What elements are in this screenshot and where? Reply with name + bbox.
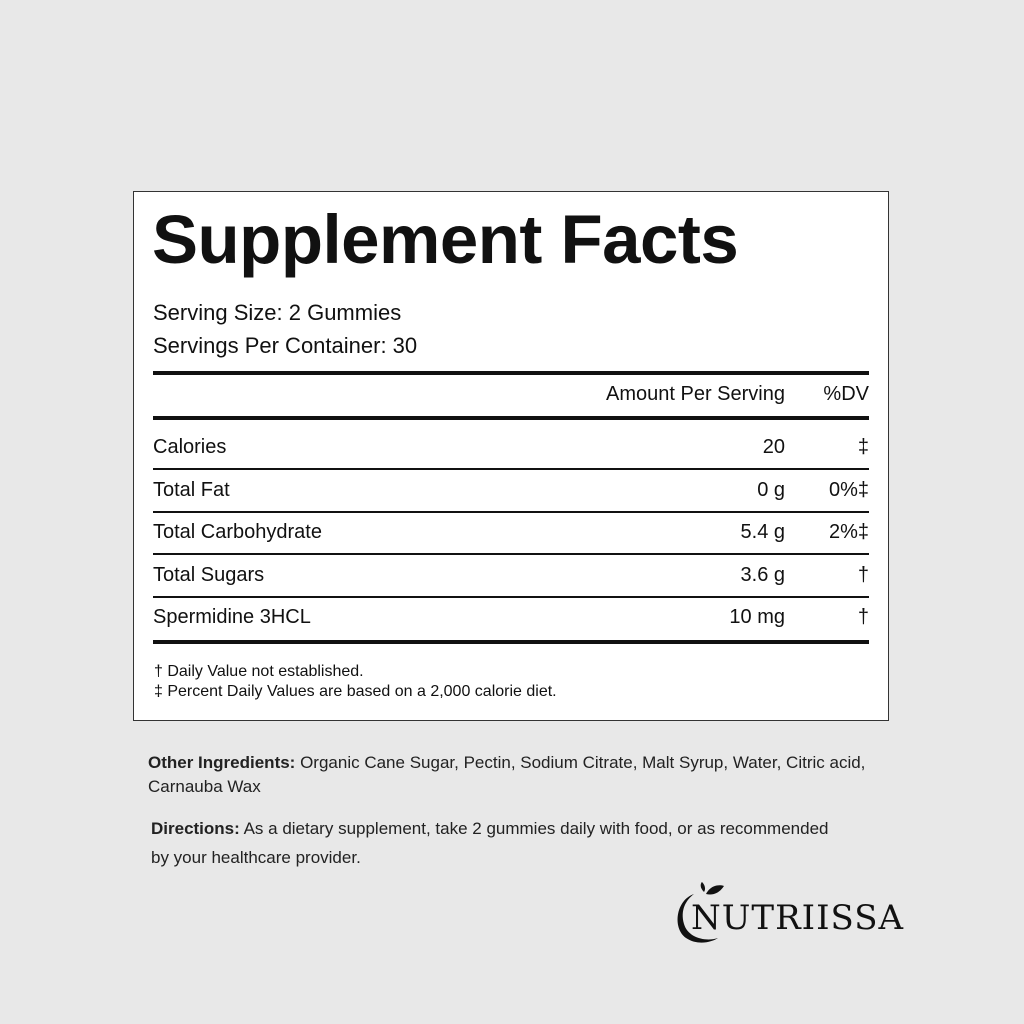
- panel-title: Supplement Facts: [152, 201, 739, 278]
- directions-label: Directions:: [151, 819, 240, 838]
- divider: [153, 596, 869, 598]
- table-row: Total Sugars 3.6 g †: [153, 554, 869, 596]
- servings-per-container: Servings Per Container: 30: [153, 333, 418, 358]
- divider: [153, 371, 869, 375]
- header-dv: %DV: [823, 383, 869, 405]
- nutrient-dv: †: [857, 564, 869, 586]
- other-ingredients-text: Organic Cane Sugar, Pectin, Sodium Citra…: [148, 753, 866, 796]
- header-amount: Amount Per Serving: [606, 383, 785, 405]
- nutrient-name: Total Carbohydrate: [153, 521, 322, 543]
- footnote-dagger: † Daily Value not established.: [154, 663, 364, 680]
- table-row: Spermidine 3HCL 10 mg †: [153, 596, 869, 638]
- nutrient-amount: 10 mg: [729, 606, 785, 628]
- divider: [153, 553, 869, 555]
- nutrient-dv: 2%‡: [828, 521, 869, 543]
- nutrient-dv: †: [857, 606, 869, 628]
- nutrient-amount: 5.4 g: [740, 521, 785, 543]
- divider: [153, 468, 869, 470]
- divider: [153, 640, 869, 644]
- serving-size: Serving Size: 2 Gummies: [153, 300, 402, 325]
- directions: Directions: As a dietary supplement, tak…: [151, 814, 851, 872]
- table-row: Total Fat 0 g 0%‡: [153, 469, 869, 511]
- nutrient-name: Spermidine 3HCL: [153, 606, 311, 628]
- nutrient-name: Total Fat: [153, 479, 230, 501]
- leaf-crescent-icon: [677, 882, 724, 943]
- nutrient-amount: 0 g: [757, 479, 785, 501]
- nutrient-name: Calories: [153, 436, 227, 458]
- other-ingredients: Other Ingredients: Organic Cane Sugar, P…: [148, 751, 898, 799]
- directions-text: As a dietary supplement, take 2 gummies …: [151, 819, 829, 867]
- nutrient-dv: ‡: [857, 436, 869, 458]
- supplement-facts-panel: Supplement Facts Serving Size: 2 Gummies…: [133, 191, 889, 721]
- other-ingredients-label: Other Ingredients:: [148, 753, 296, 772]
- table-row: Total Carbohydrate 5.4 g 2%‡: [153, 511, 869, 553]
- divider: [153, 511, 869, 513]
- nutrient-name: Total Sugars: [153, 564, 265, 586]
- brand-name: NUTRIISSA: [691, 898, 905, 938]
- footnote-double-dagger: ‡ Percent Daily Values are based on a 2,…: [154, 683, 557, 700]
- brand-logo: NUTRIISSA: [672, 880, 903, 948]
- divider: [153, 416, 869, 420]
- table-row: Calories 20 ‡: [153, 426, 869, 468]
- nutrient-amount: 20: [762, 436, 785, 458]
- nutrient-amount: 3.6 g: [740, 564, 785, 586]
- nutrient-dv: 0%‡: [828, 479, 869, 501]
